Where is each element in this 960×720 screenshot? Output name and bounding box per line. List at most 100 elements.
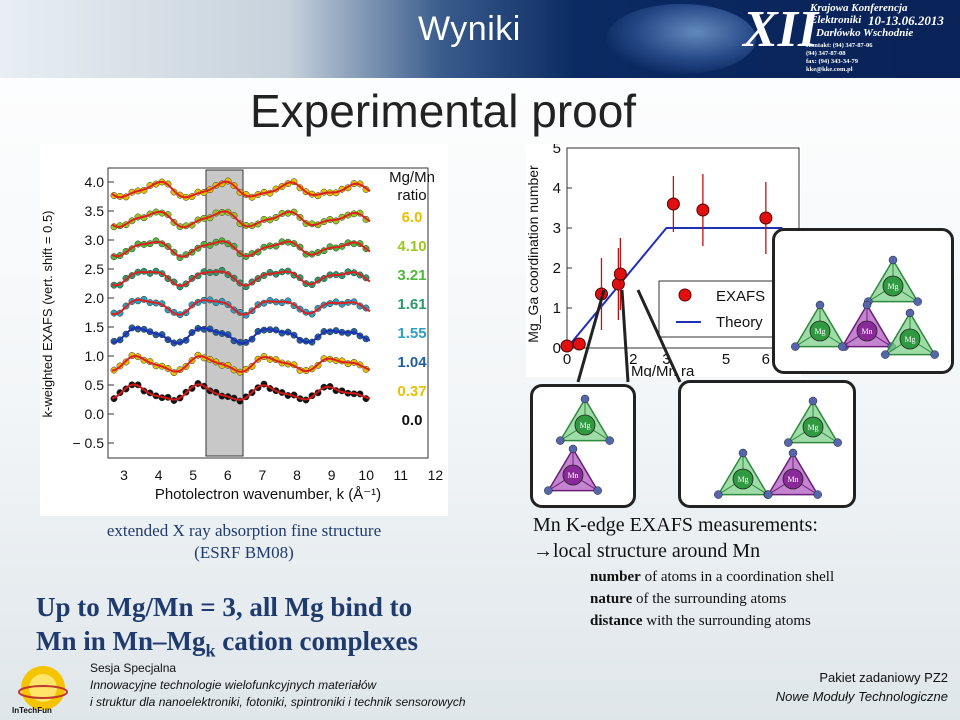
- y-tick-label: 0: [553, 340, 561, 357]
- n-atom: [838, 342, 847, 351]
- exafs-point: [613, 267, 627, 281]
- n-atom: [556, 436, 565, 445]
- y-tick-label: − 0.5: [72, 435, 104, 451]
- conference-dates: 10-13.06.2013: [868, 13, 944, 28]
- fit-line: [112, 326, 371, 345]
- n-atom: [815, 300, 825, 310]
- x-tick-label: 5: [189, 467, 197, 483]
- mn-title-line: Mn K-edge EXAFS measurements:: [533, 514, 818, 536]
- n-atom: [930, 350, 939, 359]
- mn-list: number of atoms in a coordination shell …: [590, 566, 834, 632]
- legend-exafs: EXAFS: [716, 288, 765, 305]
- y-axis-label: k-weighted EXAFS (vert. shift = 0.5): [40, 211, 55, 418]
- item-text: of the surrounding atoms: [632, 591, 787, 607]
- contact-line: Kontakt: (94) 347-87-06: [806, 42, 873, 49]
- x-tick-label: 0: [563, 351, 571, 368]
- y-tick-label: 3: [553, 220, 561, 237]
- exafs-point: [666, 197, 680, 211]
- fit-line: [111, 270, 371, 288]
- mn-atom: [856, 320, 878, 342]
- ratio-label: 6.0: [402, 209, 423, 226]
- x-tick-label: 12: [428, 467, 444, 483]
- item-text: of atoms in a coordination shell: [640, 569, 835, 585]
- y-tick-label: 2: [553, 260, 561, 277]
- list-item: distance with the surrounding atoms: [590, 610, 834, 632]
- fit-line: [111, 180, 371, 199]
- n-atom: [593, 486, 602, 495]
- ratio-label: 3.21: [397, 267, 426, 284]
- x-tick-label: 11: [394, 467, 409, 483]
- session-line: Innowacyjne technologie wielofunkcyjnych…: [90, 678, 377, 692]
- x-axis-label: Photolectron wavenumber, k (Å⁻¹): [155, 486, 381, 503]
- conclusion-part: Mn in Mn–Mg: [36, 626, 206, 656]
- mn-atom: [782, 468, 804, 490]
- ratio-label: 0.37: [397, 383, 426, 400]
- conference-badge: XII Krajowa Konferencja Elektroniki 10-1…: [588, 0, 960, 78]
- item-text: with the surrounding atoms: [642, 613, 811, 629]
- x-tick-label: 7: [259, 467, 267, 483]
- mg-tetrahedron: Mg: [714, 448, 772, 499]
- exafs-point: [696, 203, 710, 217]
- atom-label: Mn: [567, 471, 578, 480]
- contact-line: (94) 347-87-08: [806, 50, 846, 57]
- fit-line: [111, 298, 371, 316]
- conference-contact: Kontakt: (94) 347-87-06 (94) 347-87-08 f…: [806, 42, 872, 74]
- atom-label: Mg: [579, 421, 590, 430]
- n-atom: [788, 448, 798, 458]
- x-tick-label: 2: [629, 351, 637, 368]
- x-tick-label: 10: [358, 467, 374, 483]
- footer-session: Sesja Specjalna Innowacyjne technologie …: [90, 660, 466, 711]
- legend-title: ratio: [397, 187, 426, 204]
- n-atom: [808, 396, 818, 406]
- x-tick-label: 8: [293, 467, 301, 483]
- atom-label: Mn: [861, 327, 872, 336]
- y-tick-label: 2.0: [85, 290, 105, 306]
- plot-frame: [107, 167, 429, 459]
- n-atom: [881, 350, 890, 359]
- package-name: Nowe Moduły Technologiczne: [775, 689, 948, 704]
- session-name: Sesja Specjalna: [90, 661, 177, 675]
- mn-subtitle: local structure around Mn: [553, 540, 761, 562]
- n-atom: [764, 490, 773, 499]
- y-tick-label: 1.0: [85, 348, 105, 364]
- y-tick-label: 2.5: [85, 261, 105, 277]
- atom-label: Mn: [787, 475, 798, 484]
- conference-place: Darłówko Wschodnie: [816, 27, 914, 39]
- y-tick-label: 5: [553, 144, 561, 157]
- fit-line: [111, 210, 371, 229]
- y-tick-label: 4.0: [85, 174, 105, 190]
- mn-tetrahedron: Mn: [838, 300, 896, 351]
- contact-line: fax: (94) 343-34-79: [806, 58, 858, 65]
- y-tick-label: 3.5: [85, 203, 105, 219]
- fit-line: [111, 355, 371, 373]
- mg-tetrahedron: Mg: [784, 396, 842, 447]
- conference-name: Krajowa Konferencja Elektroniki: [810, 2, 908, 26]
- n-atom: [862, 300, 872, 310]
- mg-tetrahedron: Mg: [556, 394, 614, 445]
- y-axis-label: Mg_Ga coordination number: [526, 165, 541, 343]
- mg-atom: [732, 468, 754, 490]
- mg-atom: [899, 328, 921, 350]
- n-atom: [784, 438, 793, 447]
- n-atom: [738, 448, 748, 458]
- fit-line: [111, 240, 371, 258]
- mn-section-title: Mn K-edge EXAFS measurements: →local str…: [533, 512, 818, 564]
- popup-mg-mn-pair: Mg Mn: [530, 384, 636, 508]
- conclusion-subscript: k: [205, 640, 216, 661]
- mg-atom: [802, 416, 824, 438]
- session-line: i struktur dla nanoelektroniki, fotoniki…: [90, 695, 466, 709]
- figure-caption: extended X ray absorption fine structure…: [40, 520, 448, 564]
- conclusion-text: Up to Mg/Mn = 3, all Mg bind to Mn in Mn…: [36, 590, 418, 667]
- x-tick-label: 4: [155, 467, 163, 483]
- popup-mg2-mn: Mg Mg Mn: [678, 380, 856, 508]
- y-tick-label: 4: [553, 180, 561, 197]
- exafs-point: [594, 287, 608, 301]
- exafs-point: [572, 337, 586, 351]
- item-key: distance: [590, 613, 643, 629]
- logo-text: InTechFun: [12, 706, 52, 715]
- arrow-icon: →: [533, 540, 553, 562]
- ratio-label: 0.0: [402, 412, 423, 429]
- n-atom: [568, 444, 578, 454]
